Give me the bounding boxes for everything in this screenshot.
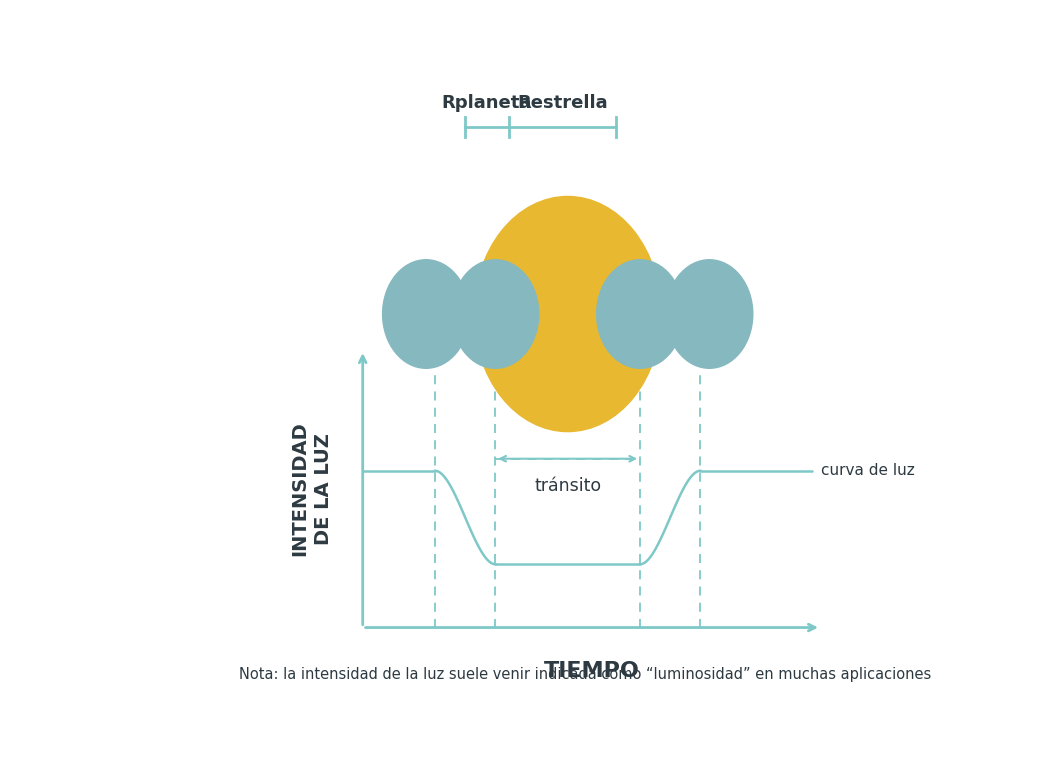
Ellipse shape	[383, 260, 469, 368]
Text: Rplaneta: Rplaneta	[442, 94, 532, 112]
Ellipse shape	[452, 260, 539, 368]
Text: Nota: la intensidad de la luz suele venir indicada como “luminosidad” en muchas : Nota: la intensidad de la luz suele veni…	[239, 667, 931, 682]
Text: TIEMPO: TIEMPO	[543, 661, 639, 680]
Ellipse shape	[597, 260, 683, 368]
Ellipse shape	[475, 197, 661, 431]
Text: curva de luz: curva de luz	[821, 464, 915, 478]
Ellipse shape	[666, 260, 753, 368]
Text: tránsito: tránsito	[534, 477, 601, 495]
Text: INTENSIDAD
DE LA LUZ: INTENSIDAD DE LA LUZ	[290, 421, 333, 556]
Text: Restrella: Restrella	[517, 94, 608, 112]
